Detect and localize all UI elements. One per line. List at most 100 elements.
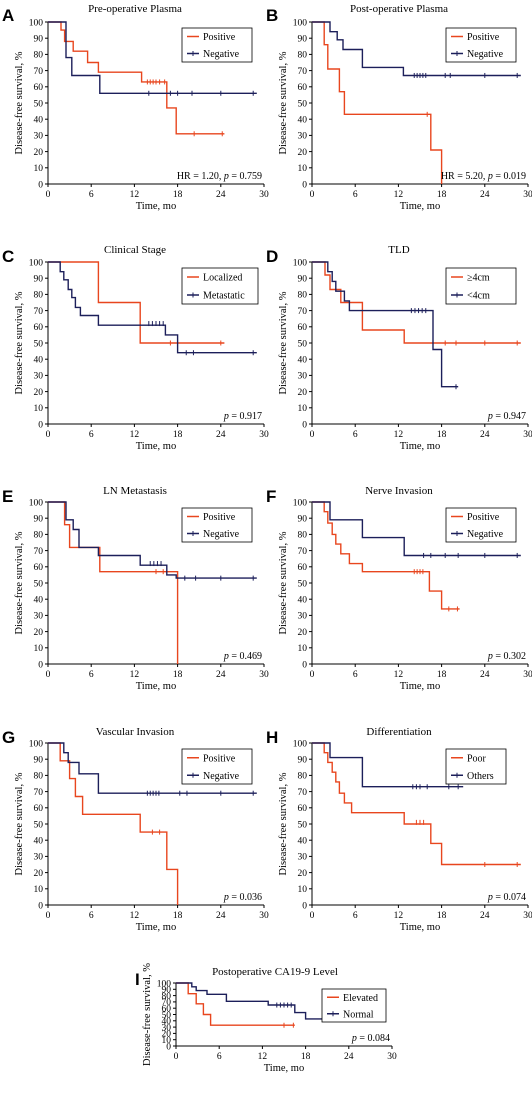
panel-e-x-label: Time, mo (136, 681, 176, 692)
panel-a-y-tick-label: 80 (34, 51, 44, 61)
panel-a-x-tick-label: 24 (216, 190, 226, 200)
panel-e-legend-label: Positive (203, 512, 236, 523)
panel-h-title: Differentiation (366, 726, 432, 738)
panel-h-x-tick-label: 0 (310, 911, 315, 921)
panel-e-x-tick-label: 30 (259, 670, 269, 680)
panel-i-y-tick-label: 70 (162, 998, 172, 1008)
panel-e-series-b-line (48, 501, 257, 579)
panel-f-y-tick-label: 70 (298, 547, 308, 557)
panel-i-y-tick-label: 80 (162, 992, 172, 1002)
panel-c-y-tick-label: 90 (34, 275, 44, 285)
panel-i-title: Postoperative CA19-9 Level (212, 966, 338, 978)
panel-a-legend-label: Positive (203, 32, 236, 43)
panel-e-x-tick-label: 0 (46, 670, 51, 680)
panel-d-x-tick-label: 0 (310, 430, 315, 440)
panel-d-y-tick-label: 80 (298, 291, 308, 301)
panel-d-stat: p = 0.947 (487, 411, 526, 422)
panel-g-y-tick-label: 90 (34, 756, 44, 766)
panel-i-y-tick-label: 40 (162, 1017, 172, 1027)
panel-c-x-tick-label: 18 (173, 430, 183, 440)
panel-d-x-tick-label: 18 (437, 430, 447, 440)
panel-h-y-tick-label: 30 (298, 853, 308, 863)
panel-i-letter: I (135, 970, 140, 989)
panel-f-x-label: Time, mo (400, 681, 440, 692)
panel-f-legend-label: Positive (467, 512, 500, 523)
panel-f-y-tick-label: 40 (298, 596, 308, 606)
panel-h-legend-label: Poor (467, 753, 487, 764)
panel-f-legend-label: Negative (467, 529, 504, 540)
panel-i-y-label: Disease-free survival, % (142, 963, 153, 1066)
panel-h-y-label: Disease-free survival, % (278, 772, 289, 875)
panel-h-y-tick-label: 60 (298, 804, 308, 814)
panel-b-title: Post-operative Plasma (350, 3, 448, 15)
panel-c-x-label: Time, mo (136, 441, 176, 452)
panel-i-y-tick-label: 60 (162, 1005, 172, 1015)
panel-a-series-b-line (48, 21, 257, 95)
panel-b-y-tick-label: 0 (302, 180, 307, 190)
panel-d-y-tick-label: 70 (298, 307, 308, 317)
panel-a-y-tick-label: 70 (34, 67, 44, 77)
panel-b-legend-label: Positive (467, 32, 500, 43)
panel-e-y-tick-label: 20 (34, 628, 44, 638)
panel-a-y-tick-label: 90 (34, 35, 44, 45)
panel-a-series-a-line (48, 21, 225, 135)
panel-e-series-a-line (48, 501, 179, 664)
panel-h-y-tick-label: 10 (298, 885, 308, 895)
panel-g-x-tick-label: 0 (46, 911, 51, 921)
panel-d-x-tick-label: 12 (394, 430, 404, 440)
panel-b-x-tick-label: 0 (310, 190, 315, 200)
panel-c-y-tick-label: 30 (34, 372, 44, 382)
panel-f-stat: p = 0.302 (487, 651, 526, 662)
panel-f-y-tick-label: 100 (293, 498, 308, 508)
panel-d-y-tick-label: 0 (302, 420, 307, 430)
panel-d-series-a-line (312, 261, 521, 344)
panel-c-letter: C (2, 247, 14, 266)
panel-g-legend-box (181, 748, 253, 785)
panel-f-x-tick-label: 24 (480, 670, 490, 680)
panel-a-x-tick-label: 0 (46, 190, 51, 200)
panel-e-y-label: Disease-free survival, % (14, 531, 25, 634)
panel-d-legend-label: <4cm (467, 291, 490, 302)
panel-i-y-tick-label: 90 (162, 986, 172, 996)
panel-h-y-tick-label: 80 (298, 772, 308, 782)
panel-h-y-tick-label: 100 (293, 739, 308, 749)
panel-g-legend-label: Negative (203, 771, 240, 782)
panel-e-stat: p = 0.469 (223, 651, 262, 662)
panel-f-series-a-line (312, 501, 460, 610)
panel-b-series-a-line (312, 21, 443, 184)
panel-f-y-tick-label: 80 (298, 531, 308, 541)
panel-f-x-tick-label: 12 (394, 670, 404, 680)
panel-i-y-tick-label: 50 (162, 1011, 172, 1021)
panel-h-x-tick-label: 30 (523, 911, 532, 921)
panel-c-x-tick-label: 30 (259, 430, 269, 440)
panel-b-y-tick-label: 40 (298, 116, 308, 126)
panel-f-y-tick-label: 10 (298, 644, 308, 654)
panel-h-y-tick-label: 90 (298, 756, 308, 766)
panel-d-x-tick-label: 24 (480, 430, 490, 440)
panel-a-y-tick-label: 50 (34, 99, 44, 109)
panel-f-title: Nerve Invasion (365, 485, 433, 497)
panel-h-legend-label: Others (467, 771, 494, 782)
panel-h-stat: p = 0.074 (487, 892, 526, 903)
panel-g-y-tick-label: 80 (34, 772, 44, 782)
panel-c-y-tick-label: 50 (34, 339, 44, 349)
panel-e-y-tick-label: 50 (34, 579, 44, 589)
panel-h-letter: H (266, 728, 278, 747)
panel-h-y-tick-label: 40 (298, 837, 308, 847)
panel-g-y-tick-label: 60 (34, 804, 44, 814)
panel-e-y-tick-label: 100 (29, 498, 44, 508)
panel-a-y-tick-label: 0 (38, 180, 43, 190)
panel-f-y-tick-label: 30 (298, 612, 308, 622)
panel-a-y-tick-label: 40 (34, 116, 44, 126)
panel-b-y-tick-label: 30 (298, 132, 308, 142)
panel-i-x-tick-label: 12 (258, 1052, 268, 1062)
panel-h-y-tick-label: 0 (302, 901, 307, 911)
panel-e-x-tick-label: 12 (130, 670, 140, 680)
panel-f-letter: F (266, 487, 276, 506)
panel-b-x-label: Time, mo (400, 201, 440, 212)
panel-f-y-tick-label: 90 (298, 515, 308, 525)
panel-f-x-tick-label: 18 (437, 670, 447, 680)
panel-i-x-tick-label: 6 (217, 1052, 222, 1062)
panel-h-x-tick-label: 12 (394, 911, 404, 921)
